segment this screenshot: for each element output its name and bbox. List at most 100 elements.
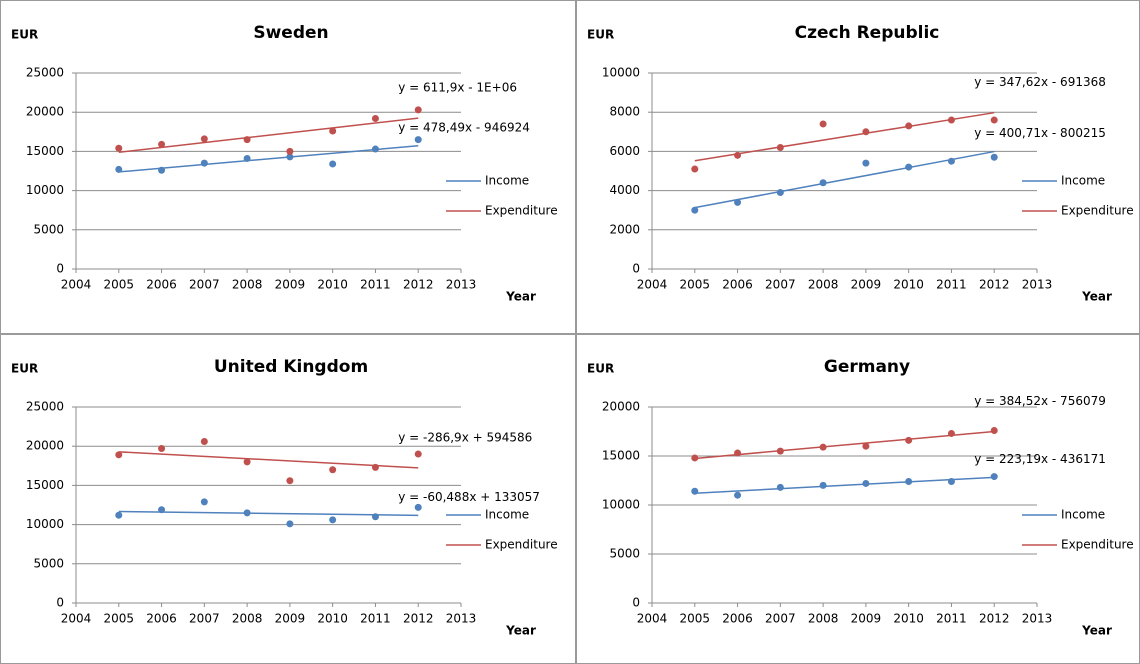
y-tick-label: 25000 <box>26 400 64 414</box>
x-axis-label: Year <box>1081 624 1112 638</box>
x-tick-label: 2009 <box>275 612 306 626</box>
y-tick-label: 0 <box>632 596 640 610</box>
data-point <box>414 136 422 144</box>
trendline <box>694 150 995 209</box>
x-tick-label: 2005 <box>104 612 135 626</box>
y-tick-label: 0 <box>632 262 640 276</box>
x-tick-label: 2009 <box>851 278 882 292</box>
data-point <box>905 477 913 485</box>
y-axis-label: EUR <box>11 362 38 376</box>
data-point <box>990 116 998 124</box>
x-axis-label: Year <box>505 624 536 638</box>
x-tick-label: 2010 <box>317 612 348 626</box>
trendline-equation: y = 223,19x - 436171 <box>974 452 1106 466</box>
y-axis-label: EUR <box>11 28 38 42</box>
data-point <box>158 140 166 148</box>
data-point <box>819 443 827 451</box>
data-point <box>947 429 955 437</box>
data-point <box>776 143 784 151</box>
data-point <box>200 135 208 143</box>
data-point <box>819 179 827 187</box>
y-tick-label: 15000 <box>602 449 640 463</box>
data-point <box>990 427 998 435</box>
data-point <box>286 477 294 485</box>
x-tick-label: 2012 <box>403 612 434 626</box>
chart: Germany EUR Year 0 5000 10000 15000 20000 2004 20… <box>587 357 1134 638</box>
data-point <box>691 454 699 462</box>
y-tick-label: 8000 <box>609 105 640 119</box>
trendline-equation: y = -286,9x + 594586 <box>398 430 532 444</box>
y-tick-label: 10000 <box>602 66 640 80</box>
x-tick-label: 2012 <box>403 278 434 292</box>
data-point <box>734 491 742 499</box>
data-point <box>371 145 379 153</box>
x-tick-label: 2004 <box>637 612 668 626</box>
y-tick-label: 15000 <box>26 478 64 492</box>
y-tick-label: 20000 <box>26 105 64 119</box>
legend-label: Expenditure <box>1061 204 1134 218</box>
data-point <box>691 206 699 214</box>
y-tick-label: 10000 <box>26 517 64 531</box>
data-point <box>329 160 337 168</box>
data-point <box>243 509 251 517</box>
x-tick-label: 2008 <box>808 612 839 626</box>
data-point <box>200 437 208 445</box>
x-tick-label: 2006 <box>722 612 753 626</box>
chart-panel: Czech Republic EUR Year 0 2000 4000 6000 8000 10… <box>576 0 1140 334</box>
trendline <box>118 145 419 173</box>
data-point <box>329 466 337 474</box>
chart-panel: Sweden EUR Year 0 5000 10000 15000 20000 25000 20… <box>0 0 576 334</box>
legend-label: Income <box>485 174 529 188</box>
trendline-equation: y = 347,62x - 691368 <box>974 75 1106 89</box>
x-tick-label: 2004 <box>637 278 668 292</box>
data-point <box>947 477 955 485</box>
trendline-equation: y = 478,49x - 946924 <box>398 120 530 134</box>
trendline-equation: y = 611,9x - 1E+06 <box>398 81 517 95</box>
legend-label: Expenditure <box>1061 538 1134 552</box>
data-point <box>691 165 699 173</box>
chart-title: United Kingdom <box>214 357 368 377</box>
trendline <box>694 476 995 494</box>
trendline-equation: y = 400,71x - 800215 <box>974 126 1106 140</box>
y-axis-label: EUR <box>587 362 614 376</box>
y-tick-label: 10000 <box>26 183 64 197</box>
trendline <box>118 510 419 517</box>
x-tick-label: 2007 <box>189 278 220 292</box>
x-tick-label: 2010 <box>893 612 924 626</box>
data-point <box>819 481 827 489</box>
chart-title: Sweden <box>253 23 328 43</box>
data-point <box>200 498 208 506</box>
trendline <box>118 117 419 154</box>
data-point <box>905 163 913 171</box>
data-point <box>947 116 955 124</box>
x-tick-label: 2011 <box>360 612 391 626</box>
data-point <box>158 506 166 514</box>
data-point <box>115 511 123 519</box>
chart: Sweden EUR Year 0 5000 10000 15000 20000 25000 20… <box>11 23 558 304</box>
x-tick-label: 2013 <box>1022 612 1053 626</box>
data-point <box>776 189 784 197</box>
y-tick-label: 20000 <box>602 400 640 414</box>
x-tick-label: 2007 <box>765 278 796 292</box>
data-point <box>776 483 784 491</box>
data-point <box>776 447 784 455</box>
data-point <box>990 473 998 481</box>
legend-label: Expenditure <box>485 204 558 218</box>
data-point <box>862 479 870 487</box>
data-point <box>371 463 379 471</box>
x-tick-label: 2010 <box>893 278 924 292</box>
chart: United Kingdom EUR Year 0 5000 10000 15000 2000… <box>11 357 558 638</box>
x-tick-label: 2006 <box>146 612 177 626</box>
legend-label: Income <box>485 508 529 522</box>
chart-panel: Germany EUR Year 0 5000 10000 15000 20000 2004 20… <box>576 334 1140 664</box>
data-point <box>371 114 379 122</box>
y-axis-label: EUR <box>587 28 614 42</box>
legend-label: Income <box>1061 508 1105 522</box>
x-tick-label: 2013 <box>1022 278 1053 292</box>
x-tick-label: 2004 <box>61 278 92 292</box>
y-tick-label: 0 <box>56 262 64 276</box>
data-point <box>905 122 913 130</box>
x-tick-label: 2006 <box>722 278 753 292</box>
x-tick-label: 2011 <box>360 278 391 292</box>
data-point <box>158 166 166 174</box>
